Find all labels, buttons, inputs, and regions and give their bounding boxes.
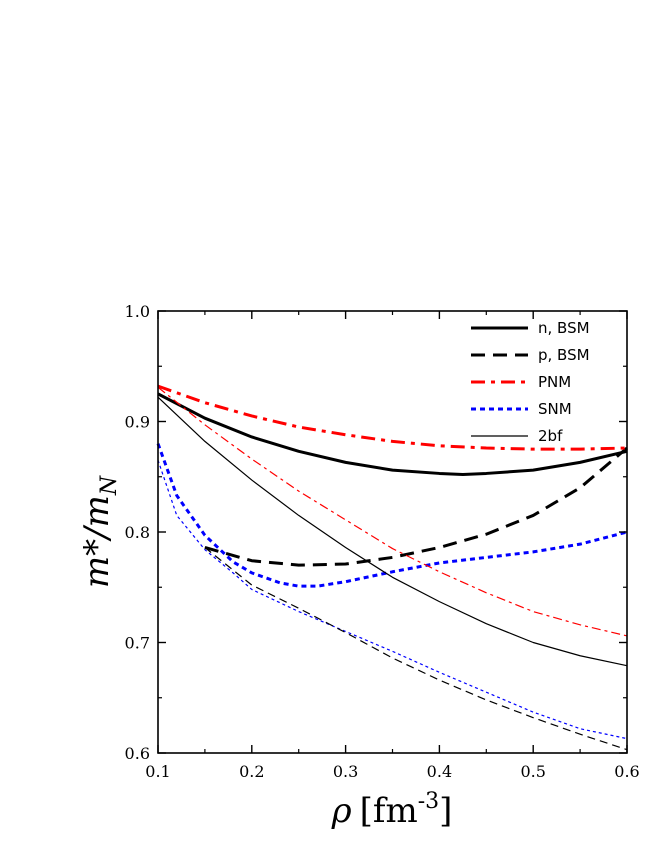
y-tick-label: 0.9	[125, 413, 150, 432]
legend-label: p, BSM	[538, 346, 590, 364]
x-tick-label: 0.5	[520, 762, 545, 781]
legend-label: PNM	[538, 373, 571, 391]
svg-text:ρ[fm-3]: ρ [fm-3]	[331, 789, 453, 831]
y-tick-label: 0.7	[125, 634, 150, 653]
x-tick-label: 0.4	[427, 762, 452, 781]
x-axis-title-symbol: ρ	[331, 791, 352, 831]
series-line-4	[156, 443, 628, 588]
legend-label: 2bf	[538, 427, 563, 445]
legend-layer: n, BSM p, BSM PNM SNM 2bf	[471, 319, 590, 445]
x-axis-title-unit: [fm	[360, 791, 418, 831]
legend-label: n, BSM	[538, 319, 590, 337]
series-line-3	[157, 384, 628, 451]
y-axis-title-main: m*/m	[77, 495, 117, 588]
tick-layer: 0.1 0.2 0.3 0.4 0.5 0.6 0.6 0.7 0.8 0.9 1.0	[125, 302, 640, 781]
y-tick-label: 0.6	[125, 744, 150, 763]
y-tick-label: 1.0	[125, 302, 150, 321]
svg-text:m*/mN: m*/mN	[77, 475, 122, 588]
x-tick-label: 0.3	[333, 762, 358, 781]
series-line-5	[157, 396, 628, 667]
y-tick-label: 0.8	[125, 523, 150, 542]
series-line-1	[157, 392, 628, 477]
x-tick-label: 0.2	[239, 762, 264, 781]
series-line-7	[157, 459, 628, 740]
y-axis-title-sub: N	[97, 475, 122, 496]
series-line-6	[157, 386, 628, 637]
y-axis-title: m*/mN	[77, 475, 122, 588]
x-axis-title-close: ]	[439, 791, 452, 831]
x-axis-title-exponent: -3	[418, 789, 439, 814]
series-line-8	[204, 547, 628, 751]
legend-label: SNM	[538, 400, 572, 418]
x-tick-label: 0.6	[614, 762, 639, 781]
x-axis-title: ρ [fm-3]	[331, 789, 453, 831]
series-line-2	[204, 446, 628, 567]
x-tick-label: 0.1	[145, 762, 170, 781]
series-layer	[156, 384, 628, 751]
